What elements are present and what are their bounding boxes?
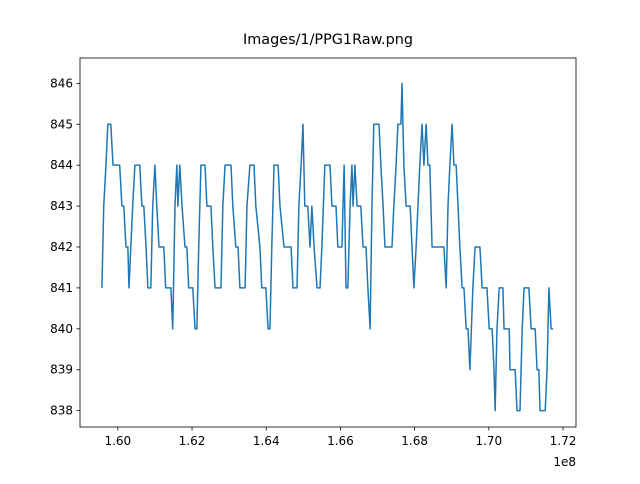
y-tick-label: 838 (50, 404, 73, 418)
y-tick-label: 843 (50, 199, 73, 213)
y-tick-label: 841 (50, 281, 73, 295)
y-tick-label: 842 (50, 240, 73, 254)
x-tick-label: 1.62 (179, 434, 206, 448)
y-tick-label: 839 (50, 363, 73, 377)
x-tick-label: 1.70 (475, 434, 502, 448)
data-line (101, 82, 553, 412)
x-tick-label: 1.72 (550, 434, 577, 448)
y-tick-label: 845 (50, 117, 73, 131)
chart-title: Images/1/PPG1Raw.png (243, 32, 413, 48)
x-tick-label: 1.68 (401, 434, 428, 448)
x-tick-label: 1.66 (327, 434, 354, 448)
plot-frame (79, 57, 577, 428)
x-tick-label: 1.64 (253, 434, 280, 448)
x-offset-label: 1e8 (553, 455, 576, 469)
x-tick-label: 1.60 (104, 434, 131, 448)
y-tick-label: 840 (50, 322, 73, 336)
y-tick-label: 846 (50, 76, 73, 90)
y-tick-label: 844 (50, 158, 73, 172)
